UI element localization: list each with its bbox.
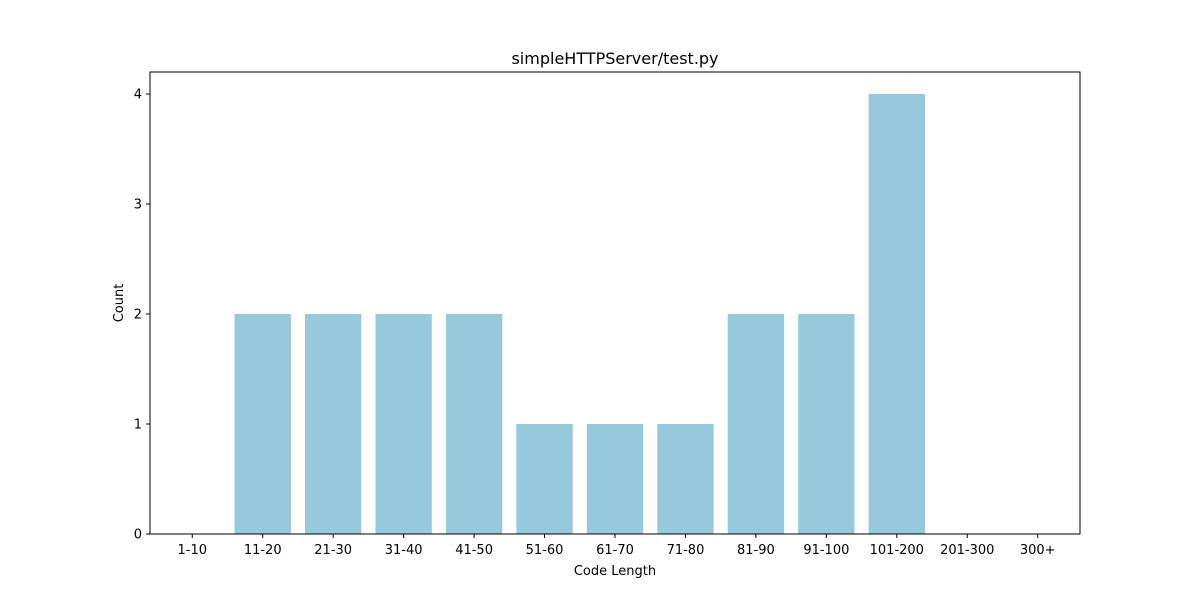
x-tick-label: 101-200 — [870, 543, 924, 558]
y-axis-ticks: 0 1 2 3 4 — [134, 88, 150, 543]
bar-91-100 — [798, 314, 855, 534]
bar-31-40 — [375, 314, 432, 534]
x-tick-label: 81-90 — [737, 543, 775, 558]
bar-41-50 — [445, 314, 503, 534]
x-tick-label: 61-70 — [596, 543, 634, 558]
y-tick-label: 0 — [134, 528, 142, 543]
x-tick-label: 41-50 — [455, 543, 493, 558]
x-axis-label: Code Length — [574, 564, 656, 579]
y-tick-label: 3 — [134, 198, 142, 213]
x-tick-label: 51-60 — [526, 543, 564, 558]
y-tick-label: 1 — [134, 418, 142, 433]
x-tick-label: 31-40 — [385, 543, 423, 558]
x-tick-label: 201-300 — [940, 543, 994, 558]
chart-title: simpleHTTPServer/test.py — [511, 49, 718, 68]
bar-81-90 — [727, 314, 785, 534]
x-axis-ticks: 1-10 11-20 21-30 31-40 41-50 51-60 61-70 71-80 8… — [178, 534, 1056, 558]
x-tick-label: 300+ — [1020, 543, 1056, 558]
bar-101-200 — [868, 94, 925, 534]
y-tick-label: 2 — [134, 308, 142, 323]
bar-51-60 — [516, 424, 573, 534]
x-tick-label: 91-100 — [803, 543, 849, 558]
x-tick-label: 71-80 — [667, 543, 705, 558]
bar-21-30 — [305, 314, 362, 534]
plot-frame — [149, 71, 1081, 535]
x-tick-label: 11-20 — [244, 543, 282, 558]
bar-71-80 — [657, 424, 714, 534]
bar-11-20 — [234, 314, 291, 534]
bars-group — [234, 94, 925, 534]
y-axis-label: Count — [112, 284, 127, 323]
x-tick-label: 1-10 — [178, 543, 208, 558]
y-tick-label: 4 — [134, 88, 142, 103]
x-tick-label: 21-30 — [314, 543, 352, 558]
bar-61-70 — [586, 424, 644, 534]
